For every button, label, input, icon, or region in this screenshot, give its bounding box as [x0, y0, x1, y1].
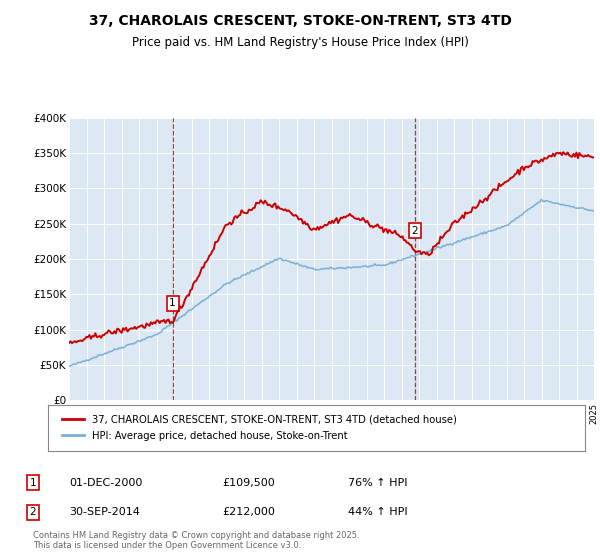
Text: Price paid vs. HM Land Registry's House Price Index (HPI): Price paid vs. HM Land Registry's House …	[131, 36, 469, 49]
Text: 2: 2	[412, 226, 418, 236]
Legend: 37, CHAROLAIS CRESCENT, STOKE-ON-TRENT, ST3 4TD (detached house), HPI: Average p: 37, CHAROLAIS CRESCENT, STOKE-ON-TRENT, …	[58, 411, 461, 445]
Text: 30-SEP-2014: 30-SEP-2014	[69, 507, 140, 517]
Text: 1: 1	[29, 478, 37, 488]
Text: 01-DEC-2000: 01-DEC-2000	[69, 478, 142, 488]
Text: 37, CHAROLAIS CRESCENT, STOKE-ON-TRENT, ST3 4TD: 37, CHAROLAIS CRESCENT, STOKE-ON-TRENT, …	[89, 14, 511, 28]
Text: 76% ↑ HPI: 76% ↑ HPI	[348, 478, 407, 488]
Text: £109,500: £109,500	[222, 478, 275, 488]
Text: 44% ↑ HPI: 44% ↑ HPI	[348, 507, 407, 517]
Text: Contains HM Land Registry data © Crown copyright and database right 2025.
This d: Contains HM Land Registry data © Crown c…	[33, 530, 359, 550]
Text: 2: 2	[29, 507, 37, 517]
Text: £212,000: £212,000	[222, 507, 275, 517]
Text: 1: 1	[169, 298, 176, 308]
